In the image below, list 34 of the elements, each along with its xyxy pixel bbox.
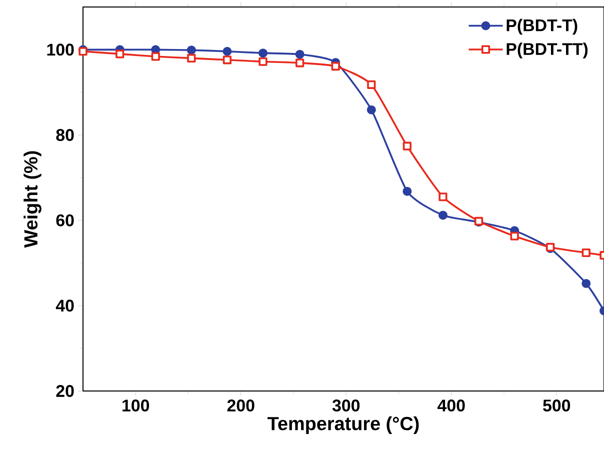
point — [151, 52, 160, 61]
point — [187, 54, 196, 63]
x-tick-label: 300 — [332, 400, 360, 412]
y-tick-label: 80 — [56, 129, 74, 142]
point — [295, 50, 304, 59]
y-tick-label: 40 — [56, 300, 74, 312]
point — [438, 210, 448, 220]
point — [367, 80, 376, 89]
x-tick-label: 500 — [543, 400, 570, 412]
x-tick-label: 100 — [122, 400, 150, 412]
x-axis-title: Temperature (°C) — [268, 416, 419, 434]
point — [296, 58, 304, 68]
point — [258, 57, 268, 66]
x-tick-label: 200 — [227, 400, 254, 412]
y-tick-label: 20 — [56, 385, 74, 397]
point — [582, 278, 591, 288]
y-tick-label: 60 — [56, 214, 74, 226]
y-tick-label: 100 — [47, 44, 74, 56]
point — [222, 56, 232, 64]
point — [402, 142, 412, 150]
point — [510, 232, 519, 240]
y-axis-title: Weight (%) — [24, 151, 42, 248]
point — [402, 186, 412, 196]
point — [222, 46, 232, 56]
legend-label: P(BDT-T) — [506, 18, 578, 35]
x-tick-label: 400 — [438, 400, 465, 412]
legend-label: P(BDT-TT) — [506, 42, 588, 58]
point — [116, 50, 124, 58]
point — [438, 192, 448, 202]
point — [186, 46, 196, 55]
point — [366, 105, 376, 114]
point — [258, 48, 268, 58]
point — [582, 248, 590, 258]
point — [331, 62, 340, 71]
